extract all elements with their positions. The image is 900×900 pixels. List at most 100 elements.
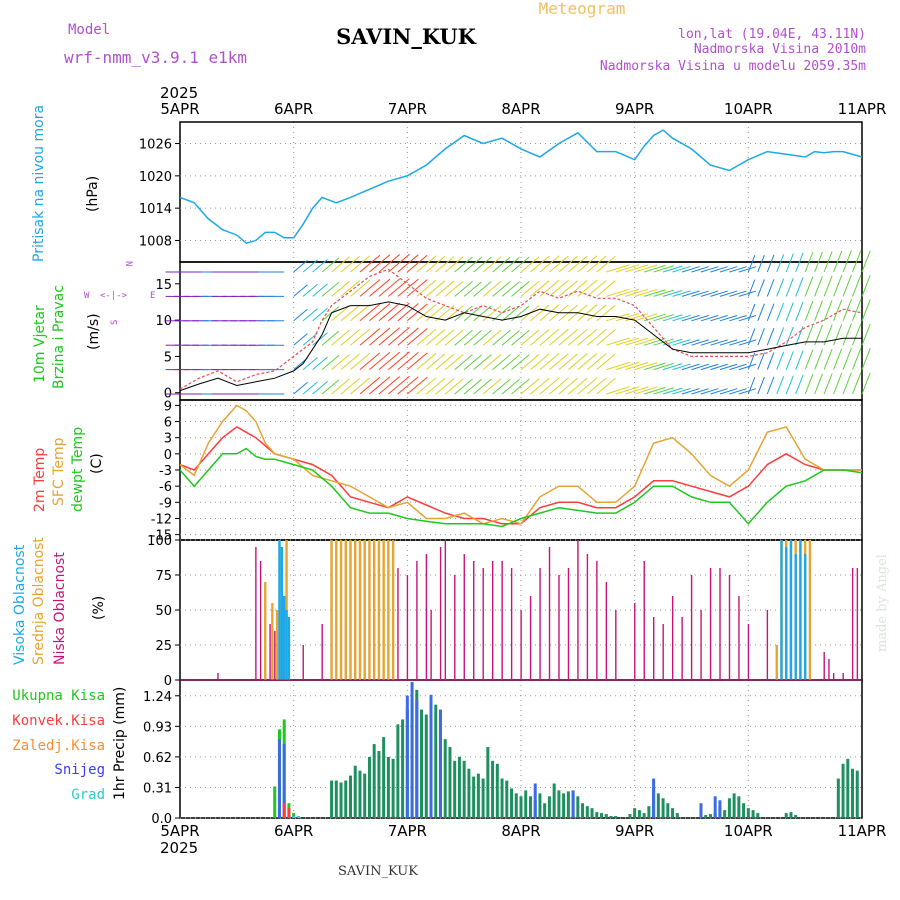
wind-barb [416,304,437,322]
cloud-bar [794,554,797,680]
wind-barb [596,353,616,370]
y-tick-label: 75 [155,569,172,584]
cloud-bar [482,568,484,680]
wind-barb [662,314,683,322]
temp-label-2m: 2m Temp [32,448,48,512]
wind-barb [359,376,381,395]
year-bottom: 2025 [160,839,198,857]
wind-barb [625,362,649,371]
wind-barb [757,328,765,346]
wind-barb [463,256,482,273]
wind-barb [501,281,520,297]
wind-barb [539,279,560,297]
wind-barb [293,382,308,395]
wind-barb [738,339,757,346]
wind-barb [388,278,410,297]
wind-barb [852,347,862,370]
precip-bar [353,765,357,818]
wind-barb [738,363,757,371]
wind-barb [842,323,852,346]
precip-bar [628,814,632,818]
precip-label-graupel: Grad [71,787,105,803]
wind-barb [454,354,473,370]
cloud-bar [520,610,522,680]
cloud-bar [808,540,812,680]
cloud-bar [275,610,279,680]
pressure-label: Pritisak na nivou mora [31,105,47,262]
wind-barb [710,363,728,371]
precip-bar [614,816,618,818]
cloud-bar [856,568,859,680]
cloud-bar [662,624,664,680]
pressure-unit: (hPa) [85,176,101,212]
wind-barb [662,363,683,371]
precip-bar [292,816,296,818]
wind-barb [549,328,569,346]
wind-barb [539,328,560,346]
precip-bar [367,756,371,818]
y-tick-label: 0.62 [143,751,172,766]
wind-barb [615,264,640,273]
wind-barb [511,256,530,273]
cloud-bar [339,540,343,680]
wind-barb [539,255,560,273]
y-tick-label: 1026 [139,138,172,153]
wind-barb [397,254,419,273]
cloud-bar [775,645,778,680]
wind-barb [312,258,328,273]
precip-bar [732,793,736,818]
precip-bar [486,747,490,818]
temp-line-2 [179,447,863,528]
cloud-bar [681,617,683,680]
wind-barb [397,327,419,346]
temp-label-dewpt: dewpt Temp [70,427,86,512]
wind-barb [463,281,482,297]
wind-barb [691,290,709,297]
wind-barb [757,352,765,370]
y-tick-label: 0.31 [143,781,172,796]
wind-barb [425,377,446,395]
precip-bar [420,709,424,818]
precip-bar [576,796,580,818]
y-tick-label: -12 [151,512,172,527]
wind-barb [852,250,862,273]
wind-barb [700,315,719,322]
wind-barb [549,353,569,370]
cloud-bar [368,540,371,680]
cloud-bar [330,540,333,680]
wind-barb [634,337,658,346]
precip-bar [742,803,746,818]
wind-barb [416,352,437,370]
cloud-panel: Visoka Oblacnost Srednja Oblacnost Niska… [12,534,862,689]
wind-barb [852,274,862,297]
cloud-bar [823,652,825,680]
wind-barb [369,351,391,370]
cloud-bar [605,582,608,680]
wind-barb [558,329,578,346]
precip-bar [841,763,845,818]
wind-barb [861,299,871,321]
wind-barb [804,252,814,273]
wind-barb [539,377,560,395]
wind-barb [672,363,691,371]
wind-barb [823,300,833,321]
wind-barb [520,280,540,297]
cloud-bar [803,554,807,680]
wind-barb [747,352,756,370]
precip-bar [519,796,523,818]
precip-bar [538,793,542,818]
precip-bar [637,810,641,818]
wind-barb [511,354,530,370]
bottom-time-ticks: 5APR 6APR 7APR 8APR 9APR 10APR 11APR [160,822,886,840]
y-tick-label: 25 [155,639,172,654]
wind-barb [501,330,520,346]
wind-barb [710,315,728,322]
cloud-bar [391,540,395,680]
wind-barb [397,351,419,370]
wind-barb [425,280,446,297]
cloud-bar [363,540,366,680]
wind-barb [710,290,728,297]
wind-barb [293,308,308,322]
wind-label-2: Brzina i Pravac [51,285,67,389]
